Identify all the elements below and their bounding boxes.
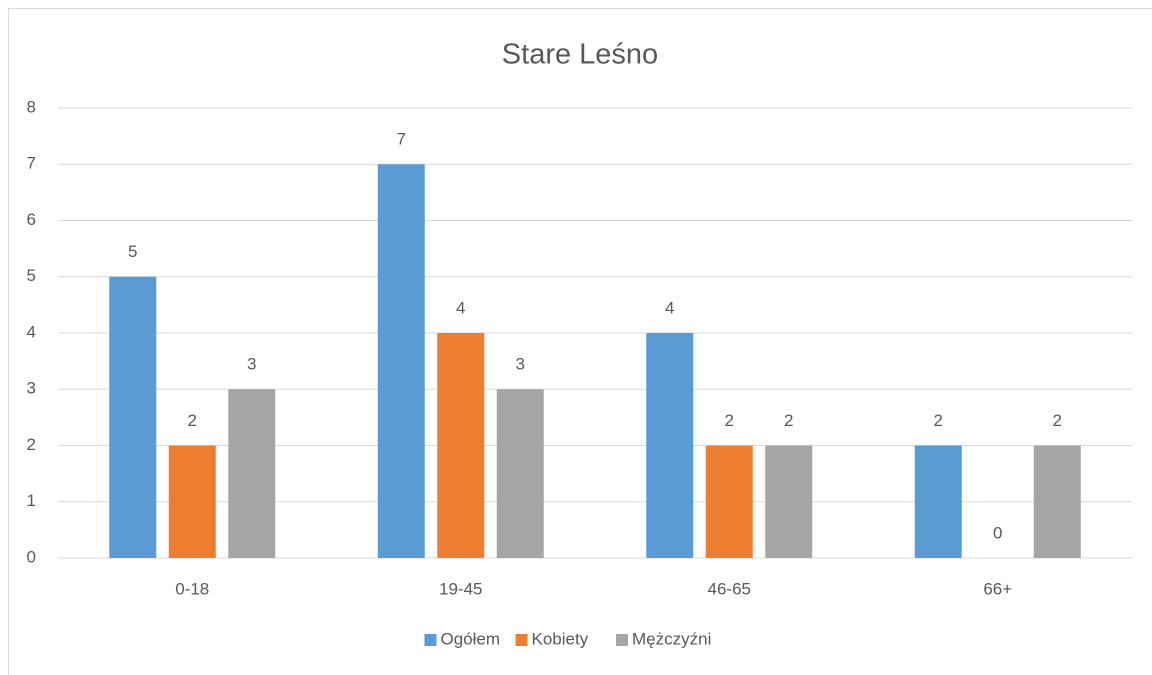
bar — [168, 445, 216, 558]
data-label: 4 — [665, 298, 674, 317]
y-tick-label: 6 — [27, 210, 36, 229]
data-label: 2 — [934, 411, 943, 430]
y-tick-label: 3 — [27, 379, 36, 398]
bar — [1033, 445, 1081, 558]
bar — [646, 333, 694, 558]
data-label: 2 — [188, 411, 197, 430]
y-tick-label: 2 — [27, 435, 36, 454]
y-tick-label: 8 — [27, 97, 36, 116]
data-label: 2 — [784, 411, 793, 430]
x-tick-label: 46-65 — [708, 579, 751, 598]
x-tick-label: 0-18 — [175, 579, 209, 598]
data-label: 0 — [993, 523, 1002, 542]
y-tick-label: 0 — [27, 547, 36, 566]
legend-swatch — [515, 634, 528, 646]
legend-swatch — [616, 634, 628, 646]
bar — [765, 445, 813, 558]
x-tick-label: 19-45 — [439, 579, 482, 598]
bar — [437, 333, 485, 558]
data-label: 2 — [725, 411, 734, 430]
x-tick-label: 66+ — [983, 579, 1012, 598]
data-label: 4 — [456, 298, 465, 317]
bar — [496, 389, 544, 558]
legend-label: Ogółem — [441, 629, 501, 648]
bar — [109, 276, 157, 558]
bar — [705, 445, 753, 558]
y-tick-label: 5 — [27, 266, 36, 285]
data-label: 3 — [247, 355, 256, 374]
y-tick-label: 7 — [27, 154, 36, 173]
data-label: 5 — [128, 242, 137, 261]
legend-swatch — [424, 634, 437, 646]
data-label: 3 — [516, 355, 525, 374]
legend-label: Mężczyźni — [632, 629, 711, 648]
chart-frame — [8, 8, 1152, 675]
y-tick-label: 4 — [27, 322, 36, 341]
bar — [914, 445, 962, 558]
bar — [228, 389, 276, 558]
bar — [377, 164, 425, 558]
chart-title: Stare Leśno — [502, 39, 658, 71]
data-label: 2 — [1053, 411, 1062, 430]
y-tick-label: 1 — [27, 491, 36, 510]
legend-label: Kobiety — [532, 629, 589, 648]
data-label: 7 — [397, 130, 406, 149]
